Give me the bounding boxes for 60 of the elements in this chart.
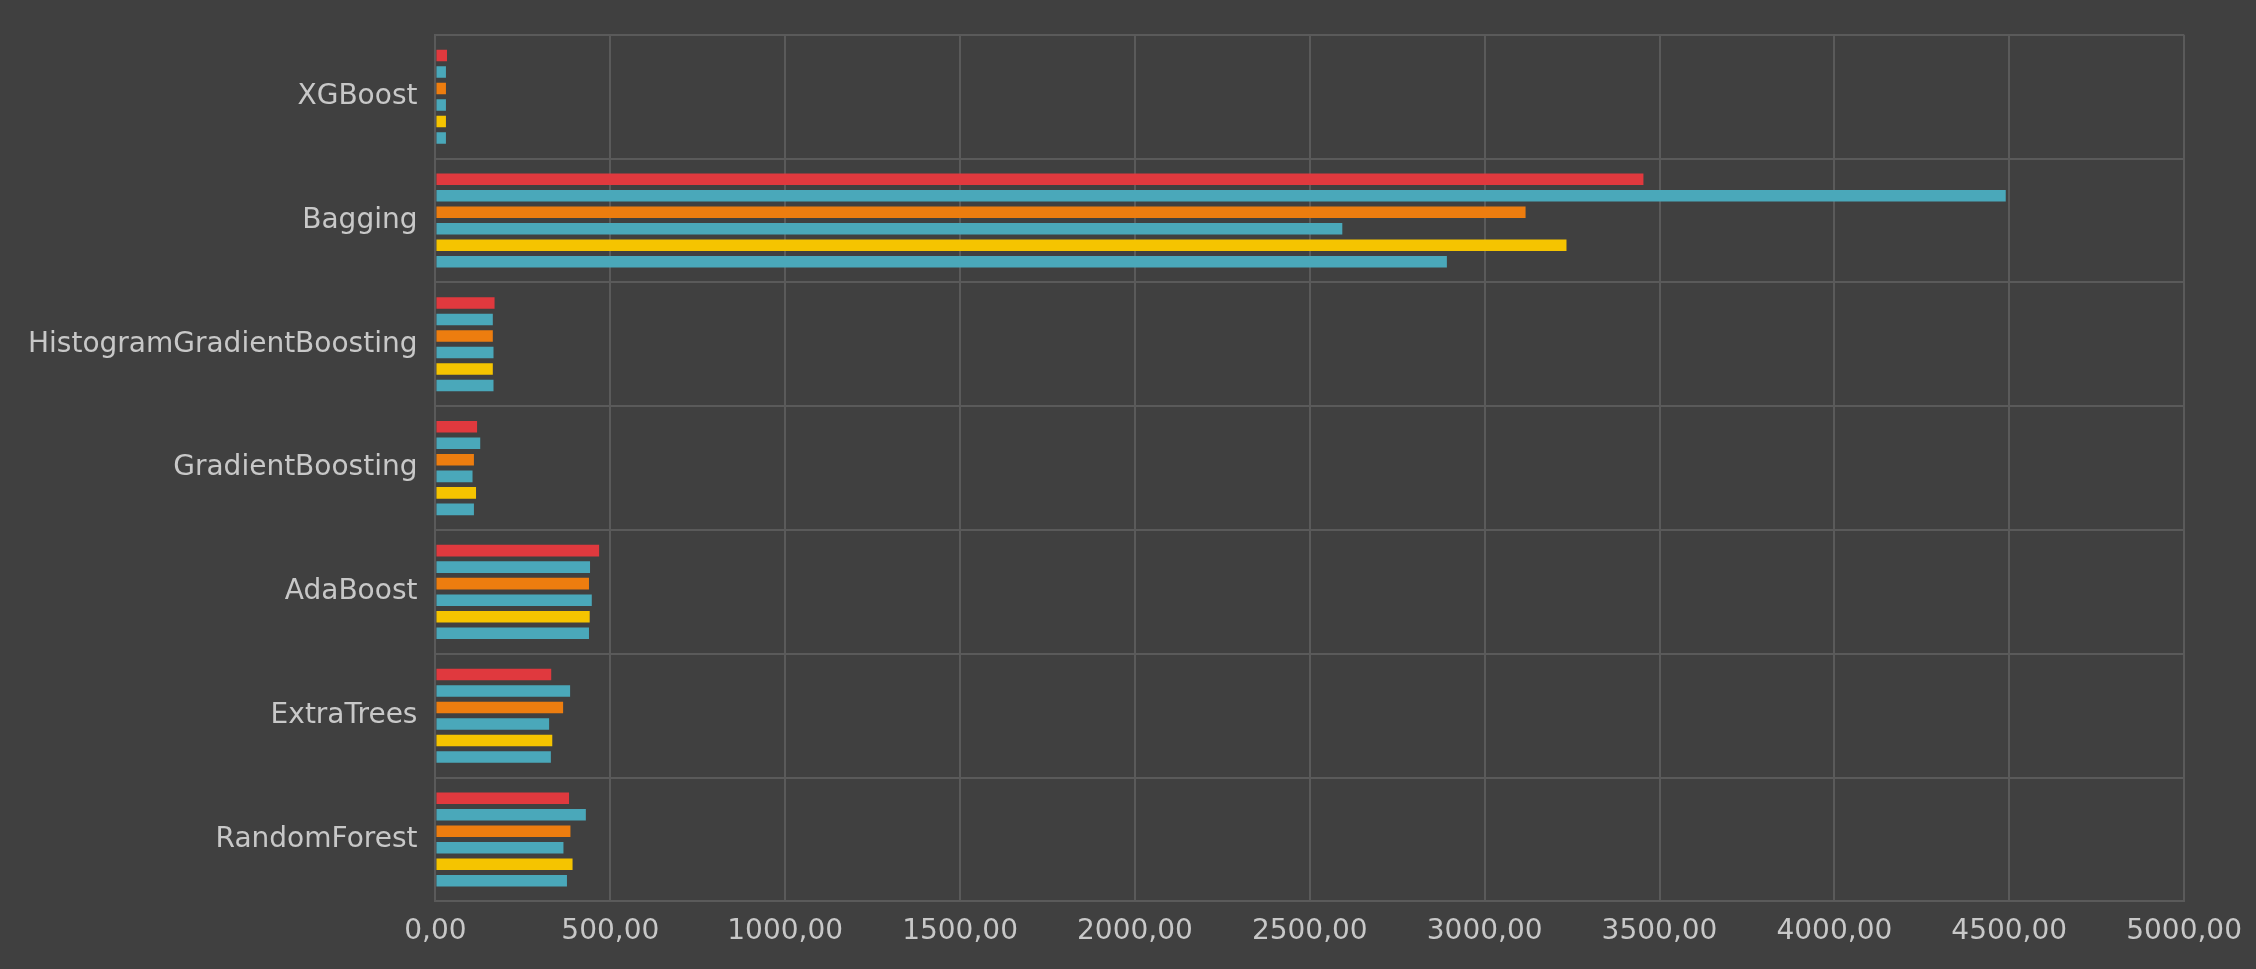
bar — [436, 255, 1447, 268]
x-tick-label: 1500,00 — [902, 913, 1018, 947]
bar — [436, 173, 1644, 186]
bar — [436, 206, 1526, 219]
x-tick-label: 2500,00 — [1251, 913, 1368, 947]
bar — [436, 379, 494, 392]
bar — [436, 577, 589, 590]
y-tick-label: ExtraTrees — [270, 696, 418, 730]
bar — [436, 470, 473, 483]
y-tick-label: AdaBoost — [284, 573, 418, 607]
y-tick-label: XGBoost — [297, 77, 418, 111]
bar — [436, 487, 477, 499]
x-tick-label: 3000,00 — [1426, 913, 1543, 947]
y-tick-label: Bagging — [302, 201, 418, 235]
x-tick-label: 500,00 — [561, 913, 660, 947]
bar — [436, 454, 474, 466]
bar — [436, 594, 592, 606]
x-tick-label: 4500,00 — [1951, 913, 2068, 947]
bar — [436, 685, 571, 697]
bar — [436, 792, 570, 805]
bar — [436, 115, 446, 128]
bar — [436, 330, 493, 342]
bar — [436, 82, 446, 95]
bar — [436, 437, 481, 450]
bar — [436, 751, 551, 763]
bar — [436, 544, 600, 557]
x-tick-label: 5000,00 — [2126, 913, 2242, 947]
x-tick-label: 0,00 — [404, 913, 467, 947]
bar — [436, 222, 1343, 235]
bar — [436, 421, 478, 433]
bar — [436, 808, 586, 821]
bar — [436, 363, 493, 375]
bar — [436, 858, 573, 871]
bar — [436, 734, 553, 747]
bar — [436, 610, 590, 623]
y-tick-label: RandomForest — [215, 820, 418, 854]
bar — [436, 668, 552, 681]
bar — [436, 561, 591, 573]
bar — [436, 346, 494, 359]
bar — [436, 132, 446, 144]
x-tick-label: 4000,00 — [1776, 913, 1893, 947]
bar — [436, 874, 567, 887]
y-tick-label: GradientBoosting — [173, 449, 418, 483]
bar — [436, 313, 493, 326]
bar — [436, 701, 564, 714]
x-tick-label: 3500,00 — [1601, 913, 1718, 947]
bar — [436, 718, 550, 730]
bar — [436, 189, 2006, 202]
y-tick-label: HistogramGradientBoosting — [27, 325, 418, 359]
bar — [436, 297, 495, 309]
bar — [436, 825, 571, 838]
bar — [436, 503, 474, 516]
x-tick-label: 1000,00 — [727, 913, 844, 947]
bar — [436, 66, 446, 78]
bar — [436, 49, 447, 62]
bar — [436, 627, 589, 639]
bar — [436, 239, 1567, 252]
x-tick-label: 2000,00 — [1077, 913, 1193, 947]
bar — [436, 99, 446, 111]
bar — [436, 841, 564, 854]
